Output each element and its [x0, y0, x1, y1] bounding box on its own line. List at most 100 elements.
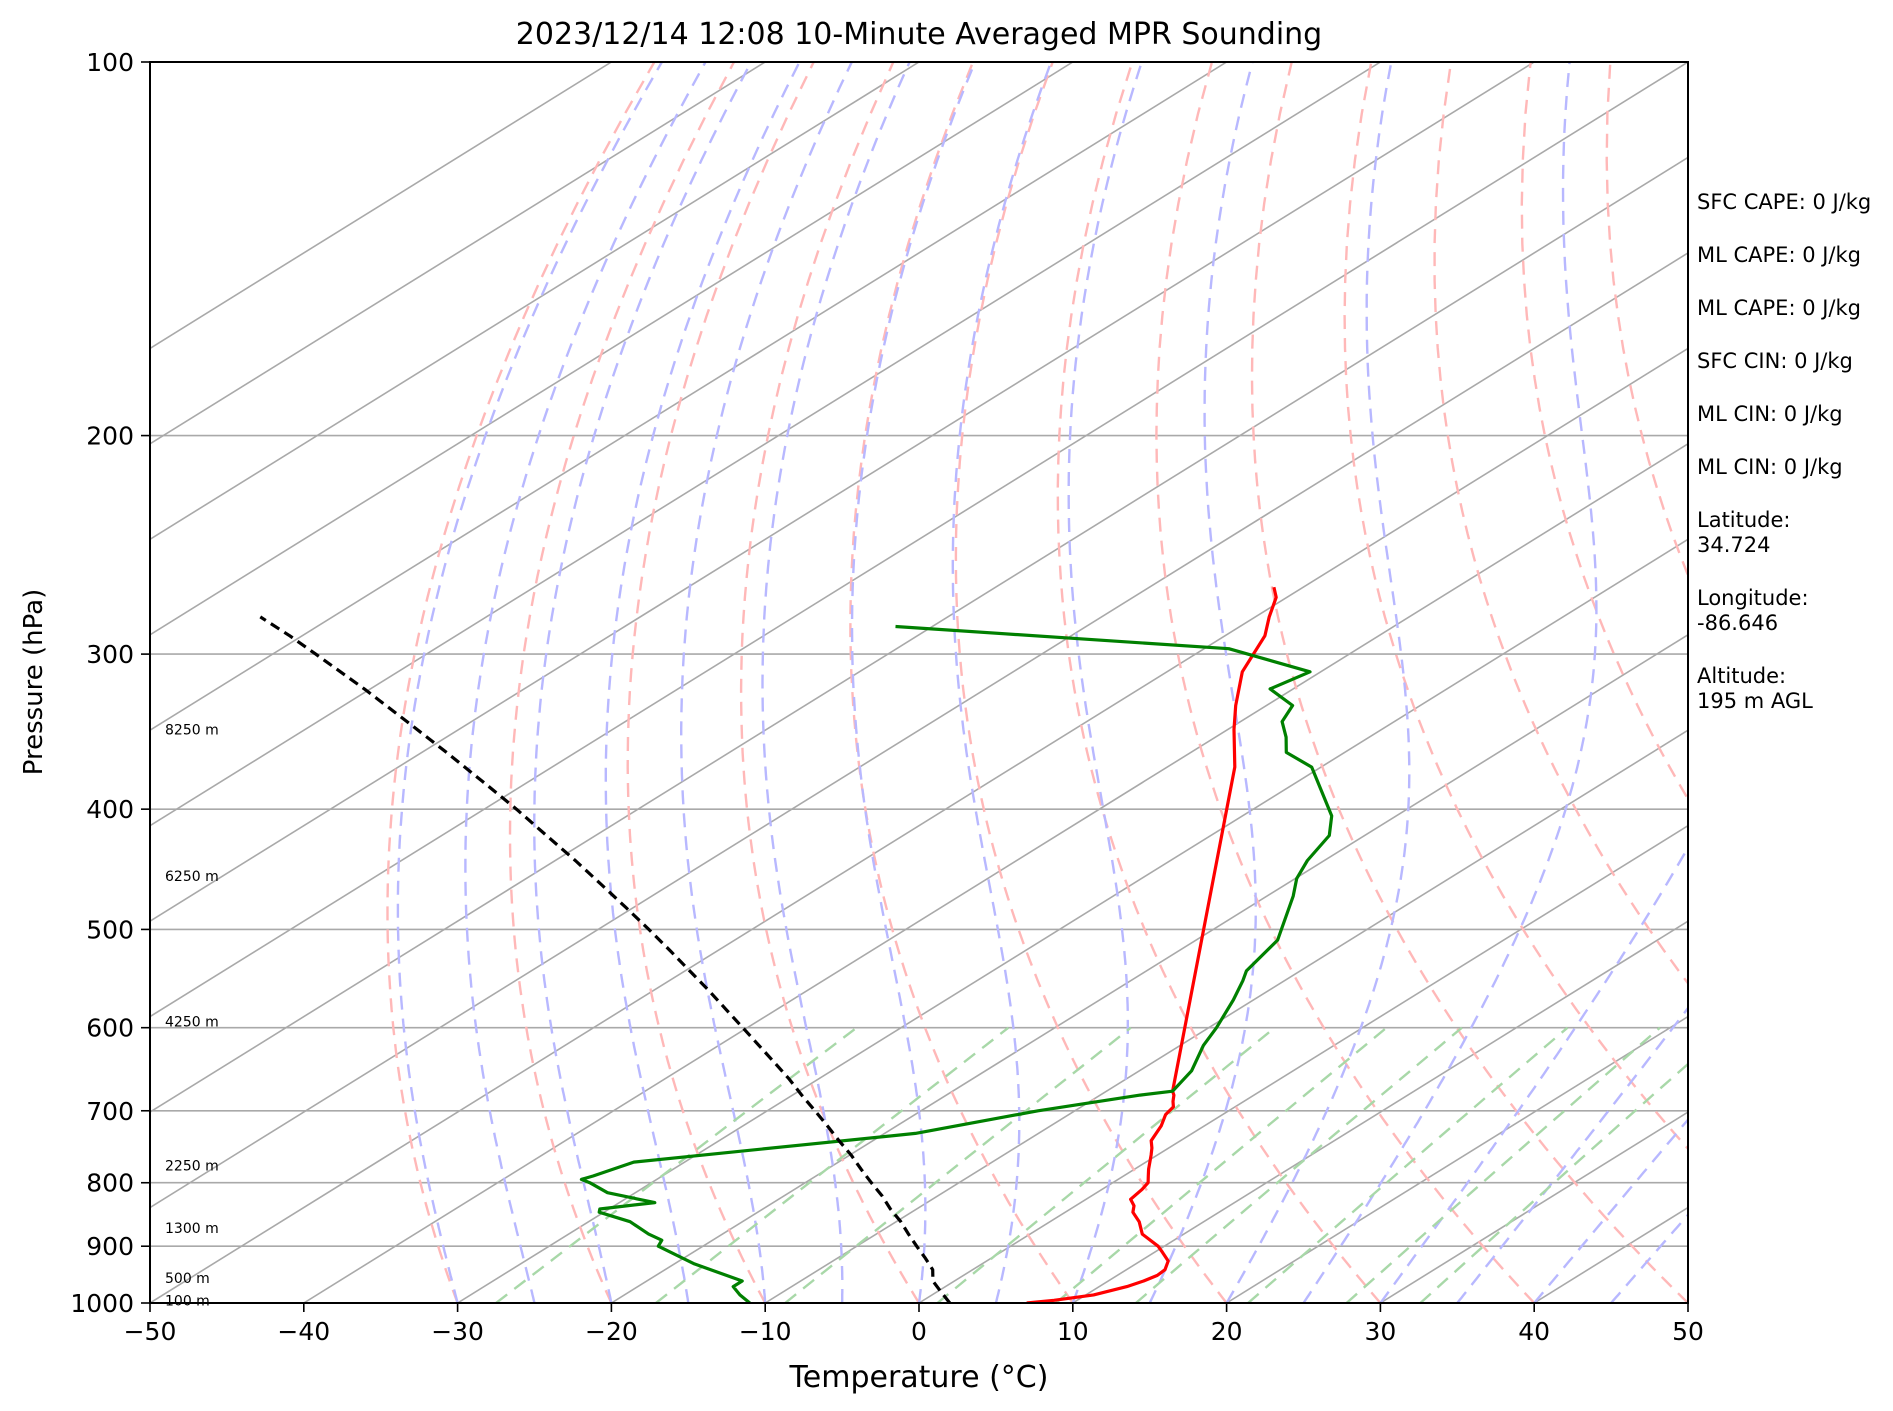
x-tick-label: 40 [1518, 1317, 1550, 1346]
mixing-ratio-line [936, 1026, 1276, 1303]
moist-adiabat [1067, 62, 1143, 1303]
x-tick-label: −50 [124, 1317, 177, 1346]
stat-item: ML CIN: 0 J/kg [1697, 402, 1871, 427]
moist-adiabat [604, 62, 801, 1303]
stat-label: SFC CAPE: 0 J/kg [1697, 190, 1872, 214]
isotherm-line [150, 62, 612, 350]
series-line-2 [259, 615, 952, 1303]
y-tick-label: 200 [86, 422, 134, 451]
stat-item: SFC CIN: 0 J/kg [1697, 349, 1871, 374]
mixing-ratio-line [1345, 1026, 1661, 1303]
x-tick-label: −10 [739, 1317, 792, 1346]
height-label: 1300 m [165, 1221, 219, 1237]
y-tick-label: 1000 [70, 1289, 134, 1318]
moist-adiabat [533, 62, 753, 1303]
dry-adiabat [1056, 62, 1382, 1303]
y-tick-label: 900 [86, 1232, 134, 1261]
moist-adiabat [1148, 62, 1257, 1303]
y-axis: 1000 900 800 700 600 500 400 300 200 100 [70, 48, 150, 1318]
mixing-ratio-line [655, 1026, 1010, 1303]
dry-adiabat [1433, 62, 1688, 986]
stat-item: Altitude: 195 m AGL [1697, 664, 1871, 714]
stat-item: ML CAPE: 0 J/kg [1697, 243, 1871, 268]
x-tick-label: −20 [585, 1317, 638, 1346]
mixing-ratio-line [1247, 1026, 1569, 1303]
isotherm-line [150, 62, 1381, 827]
height-label: 4250 m [165, 1014, 219, 1030]
x-tick-label: 20 [1211, 1317, 1243, 1346]
moist-adiabat [1302, 62, 1598, 1303]
stat-item: SFC CAPE: 0 J/kg [1697, 190, 1871, 215]
isotherm-line [610, 633, 1688, 1303]
height-label: 100 m [165, 1293, 210, 1309]
isotherm-line [150, 251, 1688, 1209]
dry-adiabat [386, 62, 656, 1303]
stat-label: ML CAPE: 0 J/kg [1697, 296, 1862, 320]
mixing-ratio-line [1055, 1026, 1388, 1303]
height-label: 8250 m [165, 722, 219, 738]
moist-adiabat [464, 62, 707, 1303]
dry-adiabat [1520, 62, 1688, 802]
stat-item: ML CIN: 0 J/kg [1697, 455, 1871, 480]
y-tick-label: 700 [86, 1097, 134, 1126]
isotherm-line [150, 62, 1688, 1018]
dry-adiabat [739, 62, 921, 1303]
mixing-ratio-line [1419, 1062, 1688, 1303]
y-tick-label: 800 [86, 1169, 134, 1198]
series-line-1 [579, 624, 1334, 1303]
stat-label: ML CAPE: 0 J/kg [1697, 243, 1862, 267]
dry-adiabat [1250, 62, 1688, 1303]
stat-value: 195 m AGL [1697, 689, 1813, 713]
isotherm-line [150, 347, 1688, 1303]
y-tick-label: 100 [86, 48, 134, 77]
series-line-0 [1026, 586, 1278, 1303]
y-tick-label: 400 [86, 795, 134, 824]
x-tick-label: 0 [911, 1317, 927, 1346]
moist-adiabat [761, 62, 911, 1303]
isotherm-line [1226, 1015, 1688, 1303]
dry-adiabat [626, 62, 815, 1303]
isotherm-line [303, 442, 1688, 1303]
stat-item: ML CAPE: 0 J/kg [1697, 296, 1871, 321]
mixing-ratio-line [784, 1026, 1132, 1303]
x-axis-label: Temperature (°C) [789, 1360, 1049, 1395]
isotherm-line [764, 729, 1688, 1303]
dry-adiabat [1155, 62, 1536, 1303]
dry-adiabat [849, 62, 1074, 1303]
stat-label: Altitude: [1697, 664, 1787, 688]
isotherm-line [918, 824, 1688, 1303]
moist-adiabat [680, 62, 853, 1303]
height-label: 6250 m [165, 869, 219, 885]
height-labels: 8250 m 6250 m 4250 m 2250 m 1300 m 500 m 100 m [165, 722, 219, 1309]
dry-adiabat [1343, 62, 1688, 1151]
isotherm-line [150, 62, 1074, 636]
sounding-stats: SFC CAPE: 0 J/kg ML CAPE: 0 J/kg ML CAPE: … [1697, 190, 1871, 742]
moist-adiabat [1379, 845, 1688, 1303]
stat-label: ML CIN: 0 J/kg [1697, 402, 1843, 426]
isotherm-line [150, 62, 1535, 923]
y-tick-label: 600 [86, 1014, 134, 1043]
y-tick-label: 500 [86, 915, 134, 944]
isotherm-line [457, 538, 1688, 1303]
stat-label: ML CIN: 0 J/kg [1697, 455, 1843, 479]
stat-item: Latitude: 34.724 [1697, 508, 1871, 558]
height-label: 2250 m [165, 1159, 219, 1175]
moist-adiabat [1225, 62, 1411, 1303]
dry-adiabat [508, 62, 736, 1303]
profile-lines [259, 586, 1334, 1303]
isotherm-line [150, 62, 920, 541]
x-tick-label: 30 [1364, 1317, 1396, 1346]
x-tick-label: 50 [1672, 1317, 1704, 1346]
stat-item: Longitude: -86.646 [1697, 586, 1871, 636]
stat-value: 34.724 [1697, 533, 1771, 557]
y-tick-label: 300 [86, 640, 134, 669]
y-axis-label: Pressure (hPa) [19, 589, 49, 776]
background-lines [150, 62, 1688, 1303]
moist-adiabat [951, 62, 1053, 1303]
mixing-ratio-line [495, 1026, 858, 1303]
stat-label: Longitude: [1697, 586, 1809, 610]
x-axis: −50 −40 −30 −20 −10 0 10 20 30 40 50 [124, 1303, 1704, 1346]
isotherm-line [1072, 920, 1688, 1303]
stat-label: SFC CIN: 0 J/kg [1697, 349, 1853, 373]
